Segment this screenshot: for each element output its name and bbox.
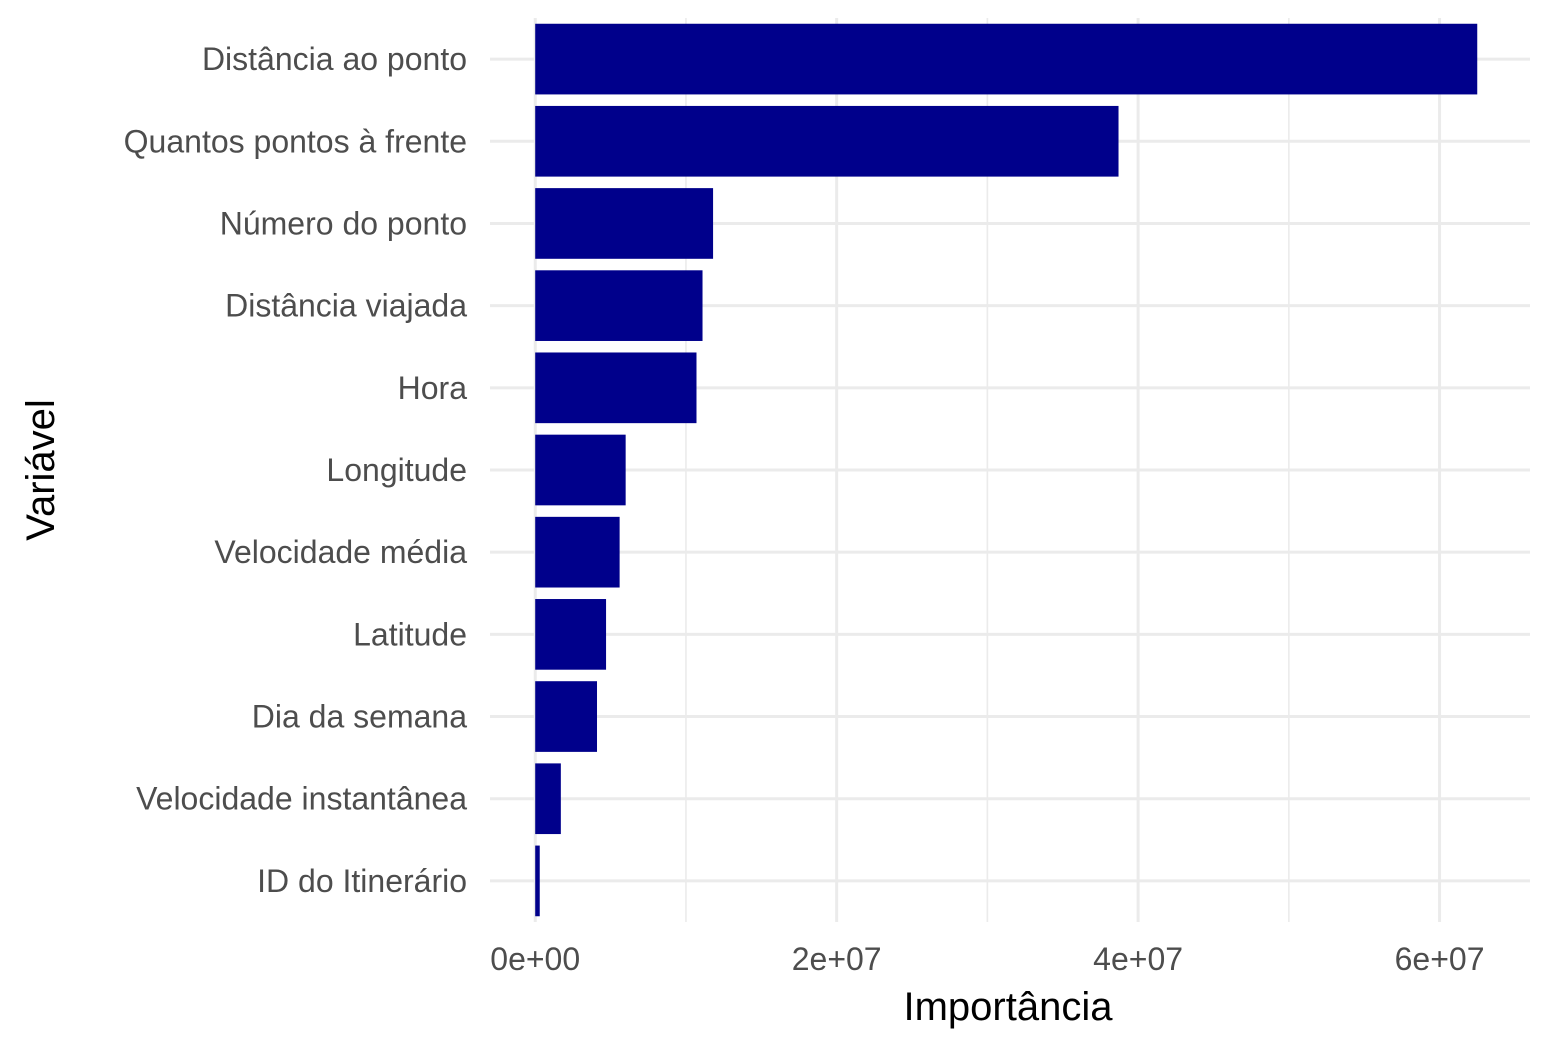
bar [535,23,1478,95]
y-tick-label: Longitude [326,452,467,488]
y-tick-label: Velocidade instantânea [136,781,467,817]
y-tick-label: Dia da semana [252,699,467,735]
y-tick-label: Distância viajada [225,288,467,324]
x-tick-label: 6e+07 [1395,941,1485,977]
x-tick-label: 2e+07 [792,941,882,977]
bar [535,270,703,341]
y-tick-label: Latitude [353,616,467,652]
bar [535,845,540,917]
bar [535,681,598,752]
x-tick-label: 4e+07 [1093,941,1183,977]
x-tick-label: 0e+00 [490,941,580,977]
x-axis-title: Importância [904,985,1114,1029]
y-tick-label: Quantos pontos à frente [124,123,467,159]
x-axis-tick-labels: 0e+00 2e+07 4e+07 6e+07 [490,941,1484,977]
y-axis-title: Variável [19,399,63,541]
bar [535,352,697,424]
bar [535,188,714,259]
bar [535,599,607,670]
bar [535,516,620,588]
y-tick-label: Número do ponto [220,205,467,241]
y-tick-label: Velocidade média [214,534,467,570]
y-tick-label: Distância ao ponto [202,41,467,77]
bars [535,23,1478,917]
y-axis-tick-labels: Distância ao ponto Quantos pontos à frent… [124,41,468,899]
y-tick-label: Hora [398,370,468,406]
bar [535,105,1119,177]
y-tick-label: ID do Itinerário [257,863,467,899]
bar [535,763,561,835]
bar [535,434,626,506]
